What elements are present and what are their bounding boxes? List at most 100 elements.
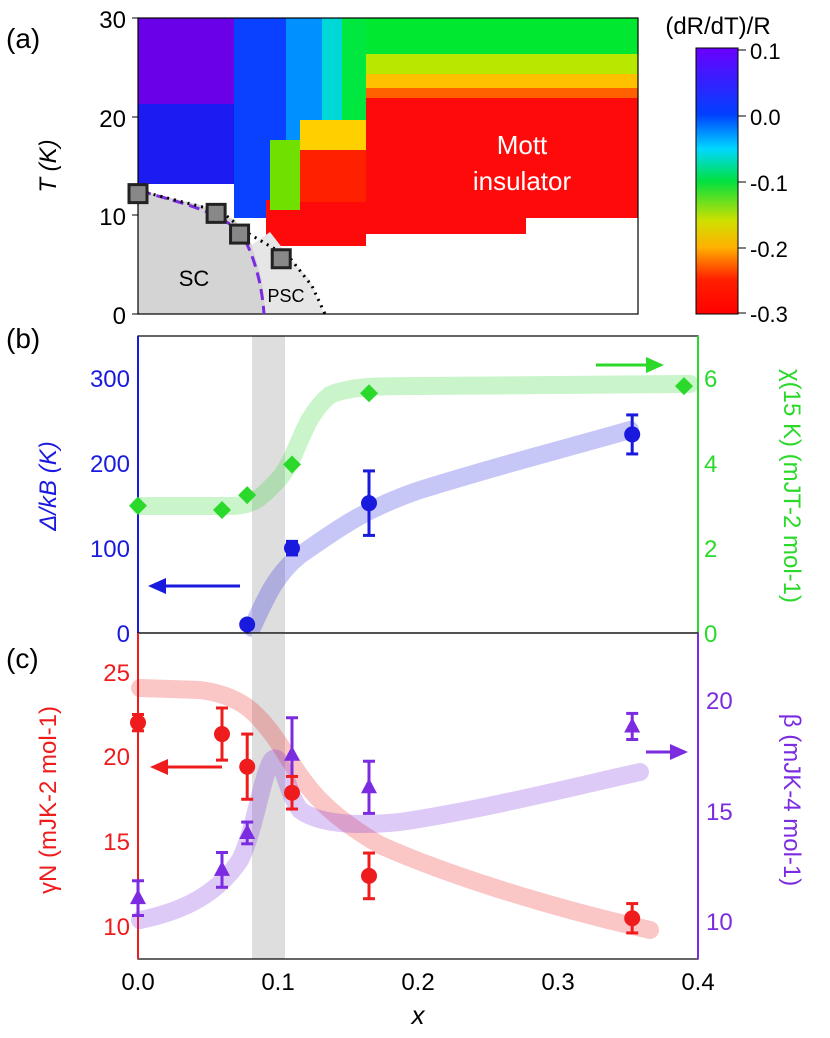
cb-tick-3: -0.1 — [750, 171, 788, 196]
tick-x-0: 0.0 — [121, 969, 154, 996]
gamma-point-0 — [130, 714, 146, 731]
tick-b-r-0: 0 — [704, 621, 717, 648]
marks-panel-c — [130, 706, 641, 935]
trend-gap — [243, 421, 639, 637]
tc-point-3 — [270, 248, 292, 270]
tick-b-l-0: 0 — [117, 621, 130, 648]
panel-label-a: (a) — [6, 23, 40, 54]
tick-x-2: 0.2 — [401, 969, 434, 996]
chi-point-5 — [675, 377, 693, 396]
cb-tick-5: -0.3 — [750, 302, 788, 327]
gray-band-c — [252, 633, 285, 959]
gap-point-1 — [284, 540, 300, 557]
gamma-point-5 — [624, 910, 641, 927]
axis-x-label: x — [410, 1000, 426, 1030]
heatmap-red-bottom — [366, 214, 526, 234]
tick-a-y-0: 0 — [113, 303, 126, 330]
psc-region — [252, 232, 324, 314]
tick-c-r-20: 20 — [706, 688, 733, 715]
tick-c-l-15: 15 — [103, 829, 130, 856]
heatmap-orange — [366, 88, 638, 98]
tick-a-y-20: 20 — [99, 106, 126, 133]
tick-c-l-20: 20 — [103, 744, 130, 771]
axis-c-left-ticks: 10 15 20 25 — [103, 660, 130, 941]
heatmap-yellow-step — [300, 120, 366, 150]
trend-chi — [131, 375, 699, 515]
tick-x-4: 0.4 — [681, 969, 714, 996]
tick-b-l-100: 100 — [90, 536, 130, 563]
tick-a-y-30: 30 — [99, 7, 126, 34]
marks-panel-b — [129, 377, 693, 633]
tick-x-1: 0.1 — [261, 969, 294, 996]
tick-a-y-10: 10 — [99, 204, 126, 231]
heatmap-red — [366, 98, 638, 214]
beta-point-4 — [361, 778, 377, 794]
tick-b-r-4: 4 — [704, 451, 717, 478]
gamma-point-4 — [361, 867, 377, 884]
arrow-c-left — [150, 759, 222, 775]
label-insulator: insulator — [473, 166, 572, 196]
axis-a-y: 0 10 20 30 T (K) — [35, 7, 138, 330]
beta-point-3 — [284, 745, 300, 761]
gap-point-0 — [239, 616, 256, 633]
tc-point-2 — [229, 223, 251, 245]
beta-point-5 — [624, 717, 641, 733]
axis-b-left-ticks: 0 100 200 300 — [90, 366, 130, 648]
heatmap-green-top — [366, 18, 638, 54]
tick-b-r-6: 6 — [704, 366, 717, 393]
trend-gamma — [131, 679, 659, 939]
axis-b-right-label: χ(15 K) (mJT-2 mol-1) — [778, 369, 805, 603]
heatmap-green-band — [342, 18, 366, 138]
cb-tick-2: 0.0 — [750, 105, 781, 130]
axis-c-right-label: β (mJK-4 mol-1) — [778, 714, 805, 886]
frame-c — [137, 632, 699, 960]
panel-label-c: (c) — [6, 643, 39, 674]
tc-markers — [127, 183, 292, 270]
tick-b-r-2: 2 — [704, 536, 717, 563]
arrow-b-left — [148, 578, 240, 594]
tick-c-r-10: 10 — [706, 909, 733, 936]
colorbar — [695, 47, 739, 315]
arrow-c-right — [646, 744, 688, 760]
sc-boundary-dashed — [139, 189, 266, 315]
gamma-point-2 — [239, 758, 256, 775]
panel-label-b: (b) — [6, 323, 40, 354]
heatmap-green-step — [270, 140, 300, 210]
tick-x-3: 0.3 — [541, 969, 574, 996]
axis-b-right-ticks: 0 2 4 6 — [704, 366, 717, 648]
tick-b-l-200: 200 — [90, 451, 130, 478]
tc-point-0 — [127, 183, 149, 205]
chi-point-3 — [283, 455, 301, 474]
chi-point-0 — [129, 496, 147, 515]
arrow-b-right — [596, 357, 664, 373]
gray-band-b — [252, 336, 285, 633]
beta-point-1 — [214, 860, 230, 876]
cb-tick-1: 0.1 — [750, 39, 781, 64]
heatmap-purple-block — [138, 18, 234, 104]
gamma-point-1 — [214, 726, 230, 743]
axis-x: 0.0 0.1 0.2 0.3 0.4 x — [121, 969, 714, 1030]
tc-point-1 — [205, 202, 227, 224]
label-sc: SC — [179, 266, 210, 291]
heatmap-red-bottom2 — [526, 214, 638, 218]
beta-point-0 — [130, 889, 146, 905]
cb-tick-4: -0.2 — [750, 237, 788, 262]
axis-a-y-label: T (K) — [35, 139, 62, 192]
chi-point-1 — [213, 500, 231, 519]
heatmap-blue-block — [138, 104, 234, 184]
tick-c-r-15: 15 — [706, 799, 733, 826]
tick-b-l-300: 300 — [90, 366, 130, 393]
chi-point-2 — [238, 486, 257, 505]
colorbar-ticks: 0.1 0.0 -0.1 -0.2 -0.3 — [738, 39, 788, 327]
axis-c-left-label: γN (mJK-2 mol-1) — [35, 706, 62, 894]
beta-point-2 — [239, 823, 256, 839]
gap-point-3 — [624, 426, 641, 443]
heatmap-yellow — [366, 74, 638, 88]
colorbar-title: (dR/dT)/R — [665, 13, 770, 40]
heatmap-red-step — [290, 150, 366, 202]
heatmap-yellowgreen — [366, 54, 638, 74]
gamma-point-3 — [284, 784, 300, 801]
label-mott: Mott — [497, 130, 548, 160]
tick-c-l-10: 10 — [103, 914, 130, 941]
